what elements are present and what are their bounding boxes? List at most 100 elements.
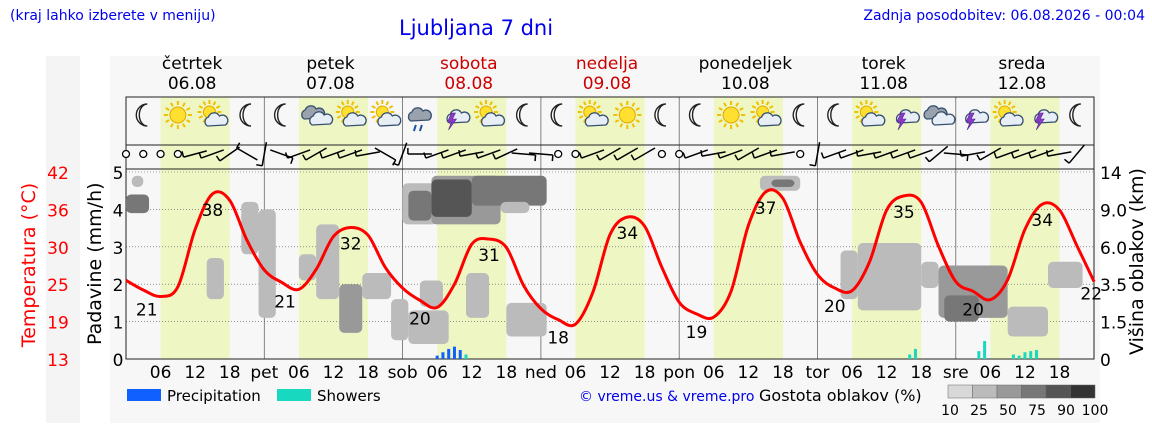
crescent-moon-icon: [654, 103, 667, 127]
precip-bar: [452, 346, 456, 359]
day-name: četrtek: [162, 54, 223, 74]
hour-tick-label: 12: [184, 363, 206, 383]
wind-barb-icon: [889, 149, 916, 159]
barb-feather: [215, 155, 221, 162]
barb-shaft: [321, 149, 345, 159]
temp-tick-label: 19: [47, 314, 69, 334]
precip-tick-label: 5: [113, 164, 124, 184]
calm-circle-icon: [571, 149, 580, 159]
hour-tick-label: 12: [738, 363, 760, 383]
precip-bar: [435, 355, 439, 359]
barb-feather: [630, 154, 635, 161]
wind-barb-icon: [700, 150, 726, 157]
barb-shaft: [261, 142, 268, 166]
shower-bar: [908, 354, 912, 359]
sun-ray: [215, 105, 221, 109]
precipitation-bars: [435, 341, 1038, 359]
last-updated: Zadnja posodobitev: 06.08.2026 - 00:04: [863, 8, 1145, 24]
barb-shaft: [979, 147, 1002, 161]
cloud-block: [419, 280, 443, 307]
barb-feather: [872, 152, 877, 159]
wind-barb-icon: [613, 147, 639, 161]
temp-max-label: 31: [478, 246, 500, 266]
barb-feather: [1010, 152, 1015, 159]
barb-shaft: [857, 151, 882, 157]
barb-feather: [717, 152, 721, 159]
sun-icon: [163, 101, 192, 129]
barb-shaft: [599, 147, 621, 161]
shower-bar: [1034, 350, 1038, 359]
barb-shaft: [719, 149, 743, 159]
cloud-legend-swatch: [972, 384, 998, 399]
cloud-block: [465, 272, 490, 318]
wind-barb-icon: [596, 147, 621, 161]
calm-circle-icon: [675, 149, 684, 159]
temp-max-label: 32: [340, 234, 362, 254]
barb-feather: [1045, 150, 1049, 157]
region-menu-hint[interactable]: (kraj lahko izberete v meniju): [10, 8, 216, 24]
cloud-block: [471, 175, 547, 206]
cloud-icon: [204, 112, 229, 127]
day-date: 11.08: [859, 74, 908, 94]
barb-shaft: [287, 149, 311, 159]
barb-shaft: [1030, 149, 1054, 159]
crescent-moon-icon: [515, 103, 528, 127]
temp-max-label: 35: [893, 203, 915, 223]
wind-barb-icon: [492, 148, 518, 160]
day-abbr-label: ned: [525, 363, 557, 383]
barb-shaft: [511, 152, 536, 156]
wind-barb-icon: [198, 149, 224, 159]
temp-max-label: 34: [1031, 211, 1053, 231]
barb-shaft: [754, 149, 778, 159]
barb-shaft: [701, 151, 726, 157]
barb-feather: [700, 150, 703, 157]
weather-icons: [135, 100, 1081, 132]
barb-shaft: [909, 149, 933, 159]
sun-ray: [614, 119, 620, 123]
sun-icon: [163, 101, 192, 129]
sun-ray: [475, 115, 480, 119]
barb-feather: [751, 152, 756, 159]
barb-feather: [769, 150, 772, 157]
crescent-moon-icon: [827, 103, 839, 127]
cloud-height-tick-label: 0: [1100, 351, 1111, 371]
wind-barb-icon: [270, 149, 294, 164]
barb-shaft: [840, 149, 864, 159]
crescent-moon-icon: [1069, 103, 1081, 127]
precip-tick-label: 2: [113, 276, 124, 296]
day-name: ponedeljek: [699, 54, 793, 74]
barb-shaft: [875, 149, 899, 159]
cloud-legend-step: 50: [999, 403, 1017, 419]
sun-ray: [869, 101, 874, 106]
cloud-block: [316, 224, 340, 300]
rain-drop: [412, 124, 417, 132]
cloud-height-tick-label: 1.5: [1100, 314, 1127, 334]
temp-min-label: 20: [409, 309, 431, 329]
hour-tick-label: 06: [150, 363, 172, 383]
hour-tick-label: 12: [599, 363, 621, 383]
thunderstorm-icon: [1034, 109, 1059, 131]
cloud-block: [1048, 261, 1083, 288]
sun-ray: [198, 115, 204, 119]
barb-shaft: [943, 152, 968, 156]
cloud-icon: [584, 112, 609, 127]
day-abbr-label: tor: [805, 363, 829, 383]
sun-ray: [578, 115, 584, 119]
sun-ray: [492, 105, 497, 109]
cloud-legend-step: 75: [1028, 403, 1046, 419]
precip-tick-label: 0: [113, 351, 124, 371]
hour-tick-label: 06: [288, 363, 310, 383]
hour-tick-label: 18: [772, 363, 794, 383]
day-date: 08.08: [444, 74, 493, 94]
showers-swatch: [277, 389, 311, 401]
crescent-moon-icon: [688, 103, 701, 127]
thunderstorm-icon: [446, 109, 471, 131]
crescent-moon-icon: [688, 103, 701, 127]
cloud-height-tick-label: 9.0: [1100, 201, 1127, 221]
crescent-moon-icon: [1069, 103, 1081, 127]
cloud-block: [408, 190, 432, 221]
sun-ray: [336, 115, 342, 119]
day-name: nedelja: [576, 54, 638, 74]
wind-barb-icon: [769, 150, 795, 157]
